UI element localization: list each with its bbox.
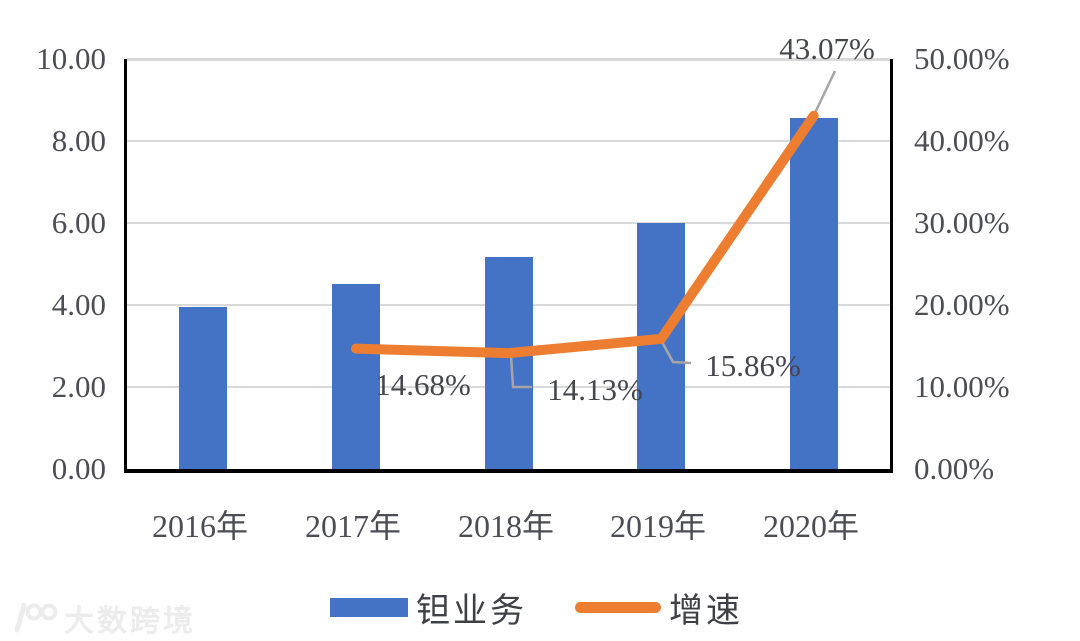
callout-leader-2018 xyxy=(509,354,532,389)
growth-line-series xyxy=(350,110,819,359)
left-axis-tick: 0.00 xyxy=(51,451,106,486)
left-axis-tick: 2.00 xyxy=(51,369,106,404)
right-axis-tick: 30.00% xyxy=(914,205,1010,240)
legend-item-line: 增速 xyxy=(527,583,743,632)
watermark-text: 大数跨境 xyxy=(64,605,196,638)
plot-area xyxy=(124,58,893,473)
gridline xyxy=(127,222,890,224)
left-axis-tick: 4.00 xyxy=(51,287,106,322)
right-axis-tick: 50.00% xyxy=(914,41,1010,76)
bars-layer xyxy=(127,59,890,469)
legend-label: 钽业务 xyxy=(416,593,527,630)
right-axis-tick: 10.00% xyxy=(914,369,1010,404)
right-axis-tick: 40.00% xyxy=(914,123,1010,158)
gridline xyxy=(127,140,890,142)
legend: 钽业务 增速 xyxy=(330,583,743,632)
line-layer xyxy=(350,70,837,389)
x-axis-label: 2019年 xyxy=(609,508,706,544)
left-axis-tick: 10.00 xyxy=(36,41,106,76)
gridline xyxy=(127,58,890,61)
data-label-2020: 43.07% xyxy=(779,31,875,66)
x-axis-label: 2016年 xyxy=(151,508,248,544)
left-axis-tick: 8.00 xyxy=(51,123,106,158)
right-axis-tick: 20.00% xyxy=(914,287,1010,322)
data-label-2017: 14.68% xyxy=(375,367,471,402)
bar-2016年 xyxy=(179,307,228,469)
data-label-2018: 14.13% xyxy=(547,372,643,407)
line-series-swatch xyxy=(575,602,661,613)
watermark: 大数跨境 xyxy=(12,596,196,640)
bar-2018年 xyxy=(484,257,533,469)
callout-leader-2019 xyxy=(659,339,692,365)
data-label-2019: 15.86% xyxy=(705,348,801,383)
x-axis-label: 2018年 xyxy=(457,508,554,544)
callout-leader-2020 xyxy=(811,70,837,118)
legend-item-bar: 钽业务 xyxy=(330,583,527,632)
left-axis-tick: 6.00 xyxy=(51,205,106,240)
x-axis-label: 2017年 xyxy=(304,508,401,544)
bar-2020年 xyxy=(789,118,838,469)
100-logo-icon xyxy=(14,602,58,633)
bar-2017年 xyxy=(331,283,380,469)
legend-label: 增速 xyxy=(669,593,743,630)
right-axis-tick: 0.00% xyxy=(914,451,995,486)
bar-series-swatch xyxy=(330,598,408,617)
bar-2019年 xyxy=(637,223,686,469)
x-axis-label: 2020年 xyxy=(762,508,859,544)
